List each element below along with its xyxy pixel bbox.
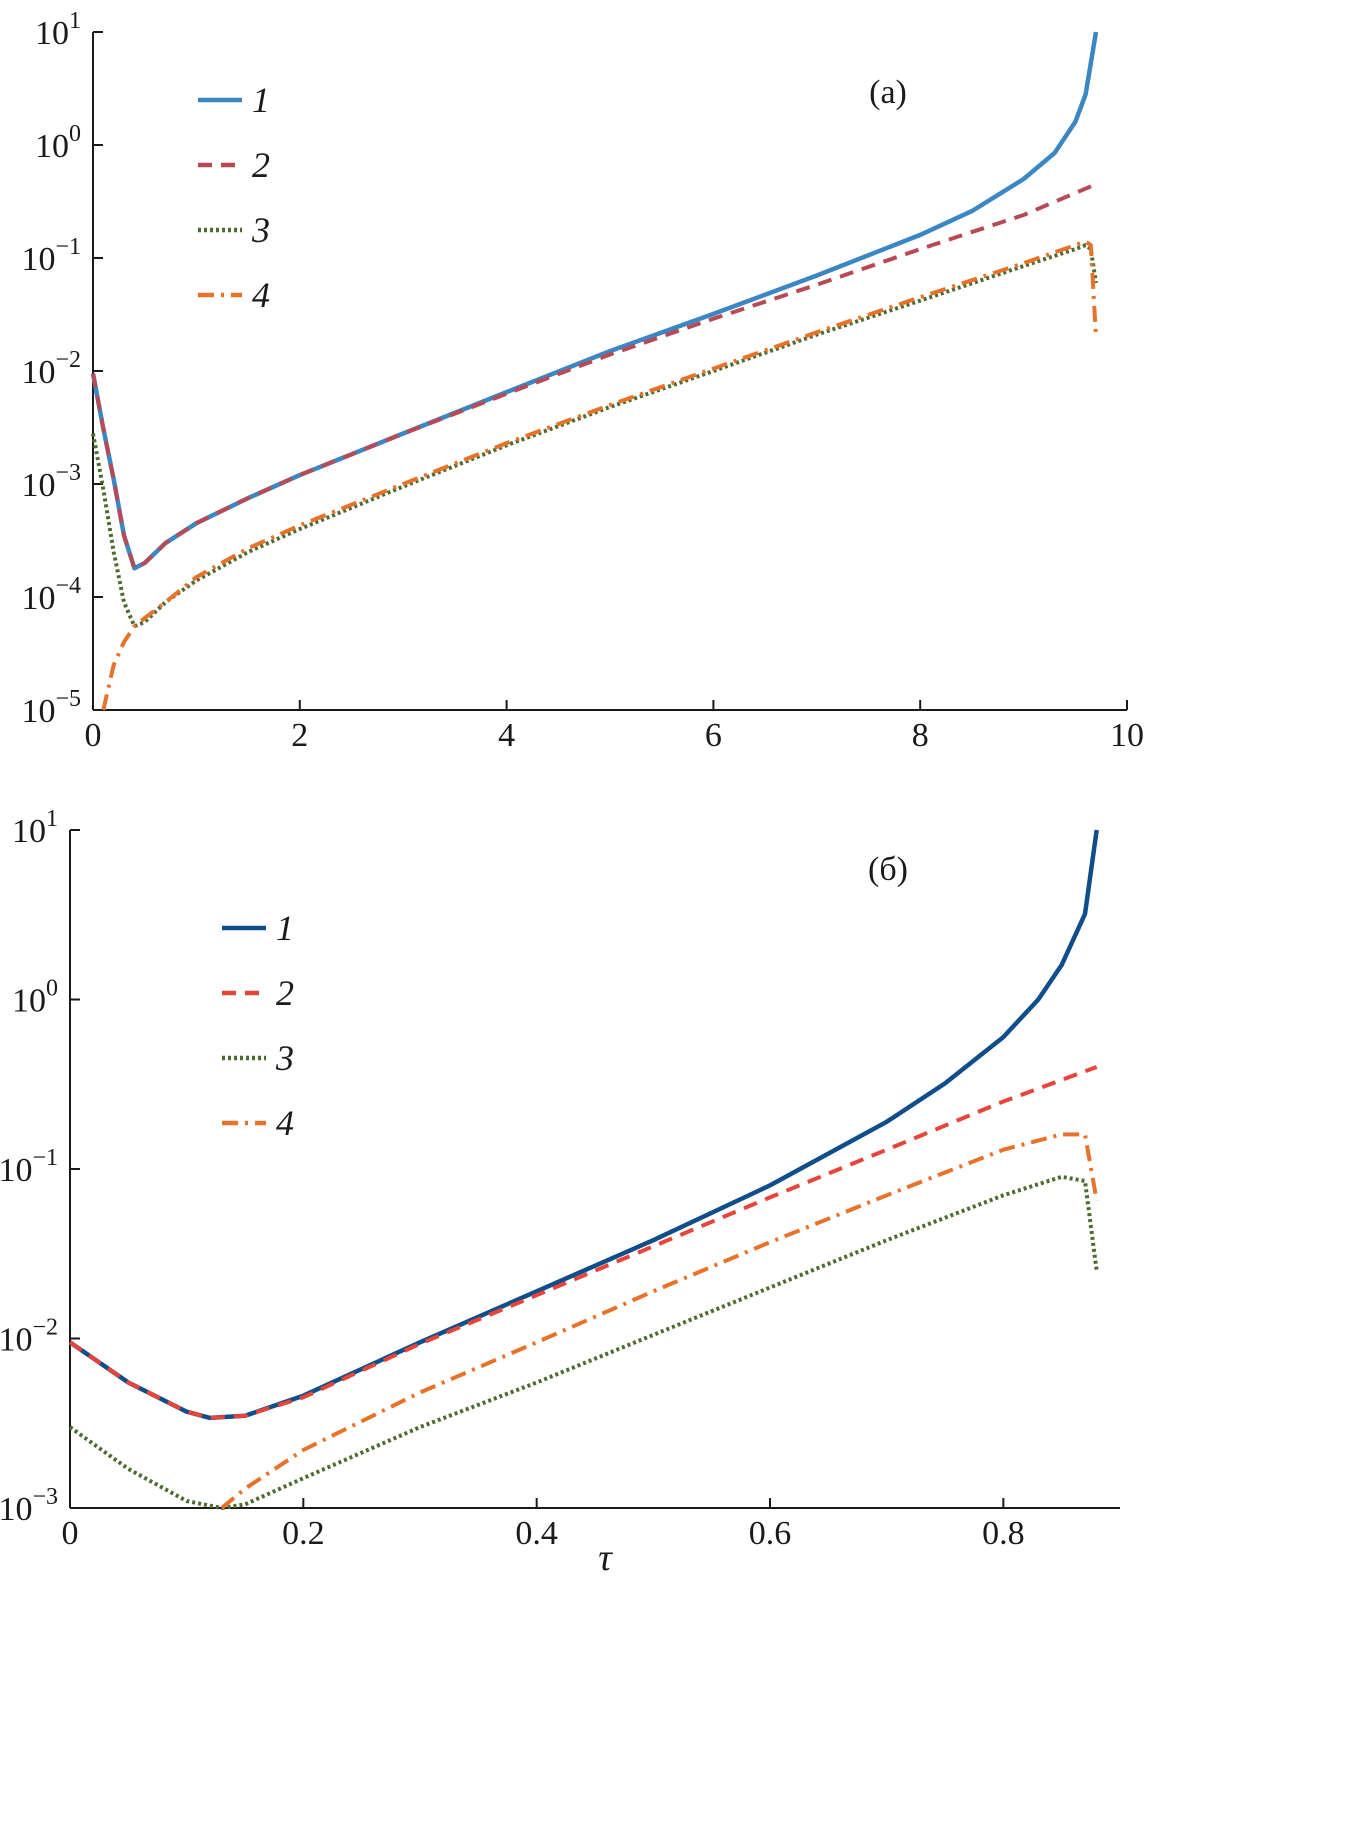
x-tick-label: 2 xyxy=(291,717,308,754)
y-tick-base: 10 xyxy=(21,693,55,730)
y-tick-base: 10 xyxy=(12,813,46,850)
legend-label-2: 2 xyxy=(276,973,294,1013)
legend-label-3: 3 xyxy=(251,210,270,250)
y-tick-base: 10 xyxy=(35,128,69,165)
x-tick-label: 4 xyxy=(498,717,515,754)
legend-label-1: 1 xyxy=(276,908,294,948)
legend-label-3: 3 xyxy=(275,1038,294,1078)
x-axis-title: τ xyxy=(598,1537,613,1579)
y-tick-label: 10−2 xyxy=(21,347,81,391)
y-tick-label: 10−5 xyxy=(21,686,81,730)
series-3-line xyxy=(91,243,1098,629)
y-tick-label: 100 xyxy=(35,121,81,165)
y-tick-label: 10−2 xyxy=(0,1315,58,1359)
y-tick-base: 10 xyxy=(35,15,69,52)
x-tick-label: 0 xyxy=(62,1515,79,1552)
legend-label-4: 4 xyxy=(252,275,270,315)
y-tick-base: 10 xyxy=(12,983,46,1020)
y-tick-exponent: −2 xyxy=(32,1315,58,1341)
y-tick-exponent: −3 xyxy=(55,460,81,486)
y-tick-label: 10−3 xyxy=(21,460,81,504)
series-2-line xyxy=(68,1065,1098,1420)
y-tick-label: 100 xyxy=(12,976,58,1020)
y-tick-exponent: −1 xyxy=(55,234,81,260)
y-tick-label: 101 xyxy=(12,806,58,850)
legend-label-2: 2 xyxy=(252,145,270,185)
series-1-line xyxy=(90,31,1099,571)
y-tick-label: 10−4 xyxy=(21,573,81,617)
legend-label-1: 1 xyxy=(252,80,270,120)
series-3-line xyxy=(68,1174,1099,1510)
panel-label: (б) xyxy=(868,851,908,888)
y-tick-label: 10−3 xyxy=(0,1484,58,1528)
series-1-line xyxy=(68,829,1099,1421)
y-tick-exponent: 1 xyxy=(69,8,81,34)
y-tick-exponent: −2 xyxy=(55,347,81,373)
y-tick-label: 10−1 xyxy=(21,234,81,278)
panel-label: (a) xyxy=(869,74,907,111)
y-tick-base: 10 xyxy=(0,1152,32,1189)
x-tick-label: 8 xyxy=(912,717,929,754)
y-tick-base: 10 xyxy=(0,1322,32,1359)
y-tick-base: 10 xyxy=(21,467,55,504)
x-tick-label: 10 xyxy=(1110,717,1144,754)
series-4-line xyxy=(220,1132,1099,1510)
y-tick-exponent: 1 xyxy=(46,806,58,832)
y-tick-label: 101 xyxy=(35,8,81,52)
y-tick-base: 10 xyxy=(21,354,55,391)
x-tick-label: 0 xyxy=(85,717,102,754)
y-tick-base: 10 xyxy=(0,1491,32,1528)
y-tick-exponent: −1 xyxy=(32,1145,58,1171)
x-tick-label: 6 xyxy=(705,717,722,754)
y-tick-exponent: 0 xyxy=(69,121,81,147)
series-2-line xyxy=(91,182,1097,571)
y-tick-base: 10 xyxy=(21,241,55,278)
y-tick-exponent: −3 xyxy=(32,1484,58,1510)
legend-label-4: 4 xyxy=(276,1103,294,1143)
y-tick-base: 10 xyxy=(21,580,55,617)
x-tick-label: 0.6 xyxy=(749,1515,792,1552)
x-tick-label: 0.4 xyxy=(515,1515,558,1552)
x-tick-label: 0.2 xyxy=(282,1515,325,1552)
y-tick-exponent: 0 xyxy=(46,976,58,1002)
x-tick-label: 0.8 xyxy=(982,1515,1025,1552)
y-tick-label: 10−1 xyxy=(0,1145,58,1189)
y-tick-exponent: −5 xyxy=(55,686,81,712)
series-4-line xyxy=(101,239,1098,711)
y-tick-exponent: −4 xyxy=(55,573,81,599)
